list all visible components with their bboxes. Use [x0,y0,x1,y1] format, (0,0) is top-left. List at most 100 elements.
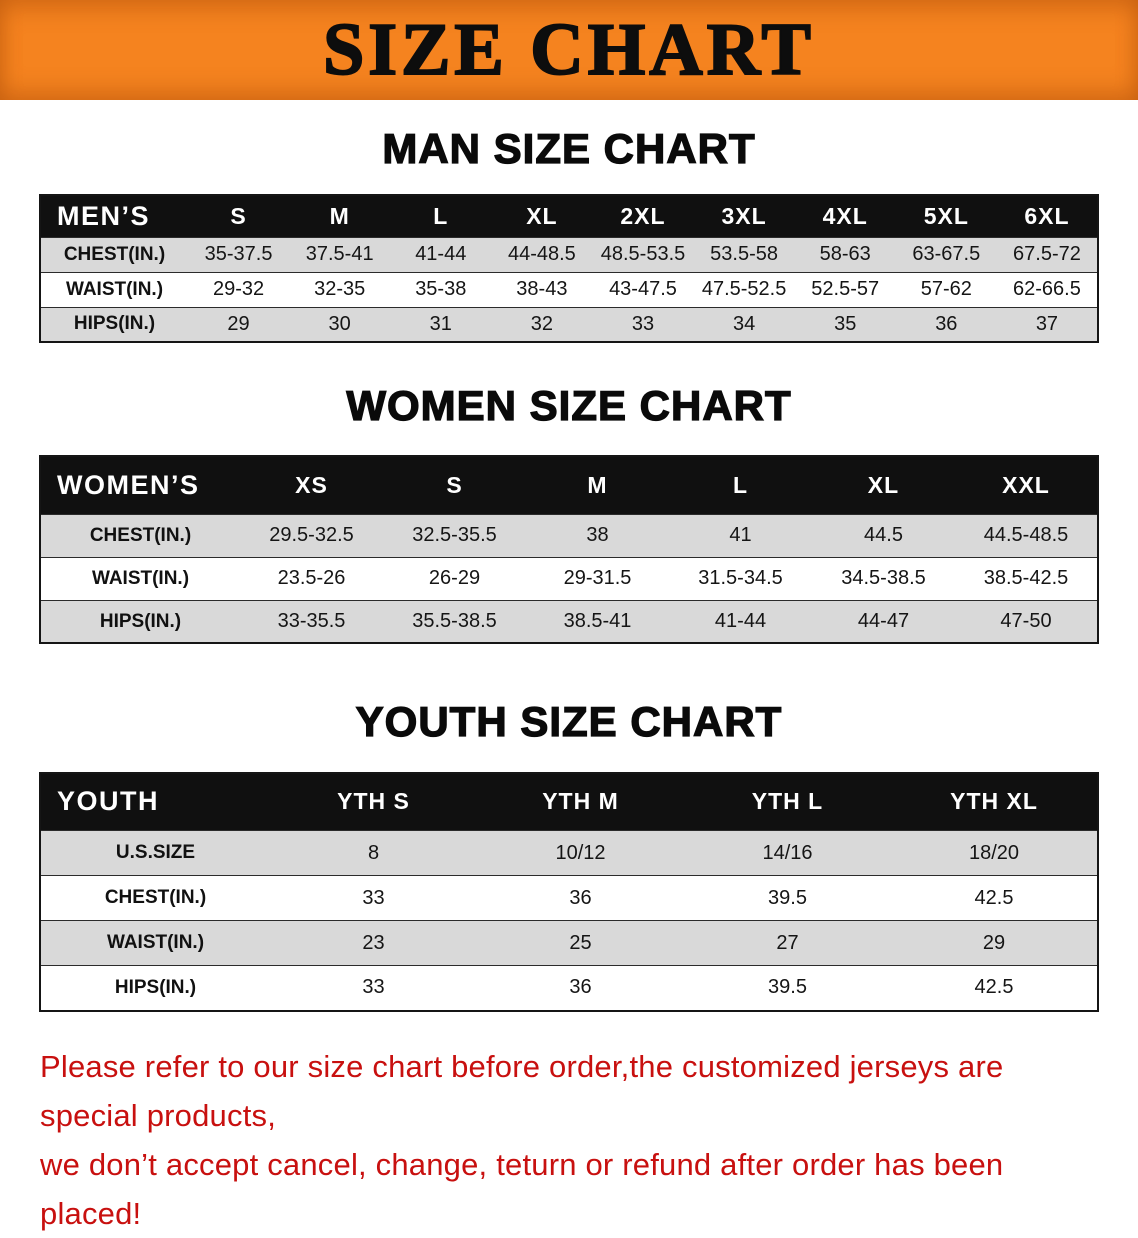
value-cell: 29 [227,312,250,335]
youth-table-row: HIPS(IN.) 33 36 39.5 42.5 [40,965,1098,1011]
women-table-header-row: WOMEN’S XS S M L XL XXL [40,456,1098,515]
youth-table-row: U.S.SIZE 8 10/12 14/16 18/20 [40,830,1098,876]
women-size-chart-heading: WOMEN SIZE CHART [346,382,792,430]
youth-size-header-cell: YTH XL [950,788,1038,815]
value-cell: 67.5-72 [1013,243,1081,266]
youth-table-title-cell: YOUTH [57,786,159,817]
men-table-row: HIPS(IN.) 29 30 31 32 33 34 35 36 37 [40,307,1098,343]
men-table-row: CHEST(IN.) 35-37.5 37.5-41 41-44 44-48.5 48.5… [40,237,1098,273]
value-cell: 63-67.5 [912,243,981,266]
value-cell: 36 [569,886,592,909]
value-cell: 29.5-32.5 [269,524,354,547]
value-cell: 36 [569,976,592,999]
women-size-header-cell: L [732,472,749,499]
value-cell: 23.5-26 [277,567,346,590]
value-cell: 37 [1035,312,1059,335]
value-cell: 37.5-41 [305,243,374,266]
row-label-cell: WAIST(IN.) [65,278,164,300]
row-label-cell: CHEST(IN.) [63,243,166,265]
value-cell: 43-47.5 [609,278,677,301]
value-cell: 30 [328,312,351,335]
value-cell: 26-29 [428,567,481,590]
men-size-header-cell: 3XL [721,202,767,229]
women-size-header-cell: XXL [1002,472,1050,499]
value-cell: 44-47 [857,610,910,633]
youth-size-table: YOUTH YTH S YTH M YTH L YTH XL U.S.SIZE 8 10/12… [39,771,1099,1012]
men-size-header-cell: 5XL [923,202,969,229]
value-cell: 41-44 [714,610,767,633]
men-size-table: MEN’S S M L XL 2XL 3XL 4XL 5XL 6XL CHEST(IN.) 35-37… [39,194,1099,344]
value-cell: 27 [776,931,799,954]
value-cell: 38.5-41 [563,610,632,633]
value-cell: 31.5-34.5 [698,567,783,590]
value-cell: 31 [429,312,452,335]
value-cell: 25 [569,931,592,954]
value-cell: 38 [586,524,609,547]
value-cell: 35-38 [415,278,467,301]
value-cell: 39.5 [768,886,807,909]
value-cell: 41-44 [415,243,467,266]
youth-size-header-cell: YTH S [337,788,410,815]
youth-size-header-cell: YTH L [751,788,824,815]
value-cell: 42.5 [974,976,1014,999]
section-men: MAN SIZE CHART MEN’S S M L XL 2XL 3XL 4XL 5XL 6XL C… [0,125,1138,344]
row-label-cell: HIPS(IN.) [114,976,197,998]
disclaimer-line-1: Please refer to our size chart before or… [40,1048,1004,1133]
men-table-header-row: MEN’S S M L XL 2XL 3XL 4XL 5XL 6XL [40,195,1098,238]
banner: SIZE CHART [0,0,1138,100]
women-size-header-cell: XS [295,472,328,499]
value-cell: 36 [935,312,958,335]
row-label-cell: CHEST(IN.) [104,887,207,909]
value-cell: 33 [631,312,655,335]
charts-main: MAN SIZE CHART MEN’S S M L XL 2XL 3XL 4XL 5XL 6XL C… [0,125,1138,1012]
row-label-cell: HIPS(IN.) [73,313,156,335]
youth-table-header-row: YOUTH YTH S YTH M YTH L YTH XL [40,772,1098,831]
value-cell: 53.5-58 [710,243,779,266]
value-cell: 29-31.5 [563,567,632,590]
value-cell: 35-37.5 [204,243,273,266]
women-table-row: WAIST(IN.) 23.5-26 26-29 29-31.5 31.5-34.5 34… [40,557,1098,601]
value-cell: 23 [362,931,385,954]
value-cell: 52.5-57 [811,278,880,301]
youth-size-chart-heading: YOUTH SIZE CHART [355,698,783,746]
value-cell: 33 [362,886,385,909]
value-cell: 8 [367,841,380,864]
men-size-header-cell: 4XL [822,202,868,229]
value-cell: 44-48.5 [507,243,576,266]
women-size-header-cell: XL [867,472,900,499]
value-cell: 44.5-48.5 [983,524,1069,547]
value-cell: 44.5 [864,524,903,547]
value-cell: 38.5-42.5 [983,567,1069,590]
men-size-header-cell: 2XL [620,202,666,229]
women-table-row: CHEST(IN.) 29.5-32.5 32.5-35.5 38 41 44.5 44.5… [40,514,1098,558]
youth-size-header-cell: YTH M [542,788,619,815]
row-label-cell: U.S.SIZE [115,842,196,864]
value-cell: 35 [834,312,857,335]
disclaimer-line-2: we don’t accept cancel, change, teturn o… [40,1146,1004,1231]
value-cell: 42.5 [974,886,1014,909]
section-youth: YOUTH SIZE CHART YOUTH YTH S YTH M YTH L YTH … [0,698,1138,1012]
women-table-title-cell: WOMEN’S [57,470,200,501]
youth-table-row: WAIST(IN.) 23 25 27 29 [40,920,1098,966]
banner-title: SIZE CHART [322,9,815,91]
value-cell: 39.5 [768,976,807,999]
value-cell: 29 [982,931,1006,954]
value-cell: 47.5-52.5 [701,278,787,301]
men-size-header-cell: S [230,202,247,229]
value-cell: 32 [530,312,553,335]
men-size-header-cell: XL [526,202,558,229]
value-cell: 32.5-35.5 [412,524,497,547]
row-label-cell: HIPS(IN.) [99,610,182,632]
value-cell: 29-32 [212,278,265,301]
value-cell: 32-35 [314,278,366,301]
value-cell: 35.5-38.5 [412,610,497,633]
men-size-header-cell: M [329,202,350,229]
youth-table-row: CHEST(IN.) 33 36 39.5 42.5 [40,875,1098,921]
value-cell: 38-43 [516,278,568,301]
men-size-header-cell: 6XL [1024,202,1070,229]
row-label-cell: CHEST(IN.) [89,524,192,546]
value-cell: 62-66.5 [1013,278,1081,301]
value-cell: 57-62 [920,278,972,301]
value-cell: 48.5-53.5 [600,243,686,266]
